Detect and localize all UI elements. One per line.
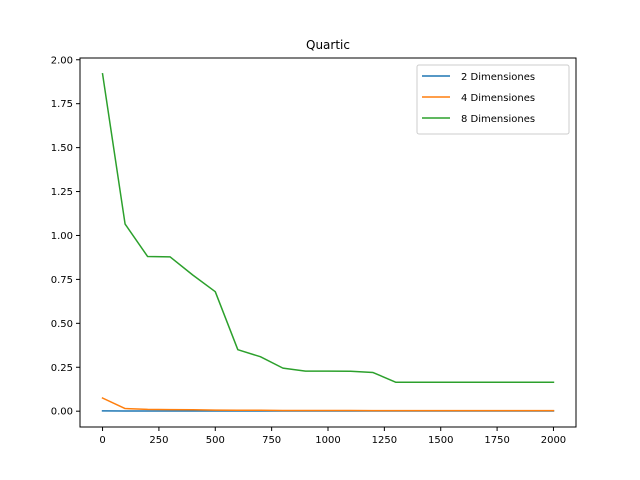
x-tick-label: 0	[99, 435, 105, 446]
plot-lines	[101, 72, 555, 412]
x-tick-label: 1500	[428, 435, 453, 446]
y-tick-label: 1.75	[51, 99, 73, 110]
legend-label: 4 Dimensiones	[461, 93, 535, 104]
x-tick-label: 250	[149, 435, 168, 446]
y-axis-ticks: 0.00 0.25 0.50 0.75 1.00 1.25 1.50 1.75 2.00	[51, 55, 80, 418]
y-tick-label: 2.00	[51, 55, 73, 66]
legend-label: 2 Dimensiones	[461, 72, 535, 83]
x-tick-label: 1000	[315, 435, 340, 446]
x-tick-label: 2000	[541, 435, 566, 446]
y-tick-label: 1.50	[51, 143, 73, 154]
legend-label: 8 Dimensiones	[461, 114, 535, 125]
x-tick-label: 750	[262, 435, 281, 446]
x-axis-ticks: 0 250 500 750 1000 1250 1500 1750 2000	[99, 427, 566, 446]
chart-title: Quartic	[306, 38, 350, 52]
x-tick-label: 500	[206, 435, 225, 446]
y-tick-label: 0.25	[51, 363, 73, 374]
y-tick-label: 0.00	[51, 407, 73, 418]
y-tick-label: 0.50	[51, 319, 73, 330]
y-tick-label: 1.00	[51, 231, 73, 242]
y-tick-label: 1.25	[51, 187, 73, 198]
legend-box	[416, 64, 570, 135]
series-line-2	[101, 397, 555, 412]
y-tick-label: 0.75	[51, 275, 73, 286]
legend: 2 Dimensiones 4 Dimensiones 8 Dimensiones	[416, 64, 570, 135]
x-tick-label: 1750	[484, 435, 509, 446]
series-line-3	[101, 72, 555, 383]
x-tick-label: 1250	[372, 435, 397, 446]
